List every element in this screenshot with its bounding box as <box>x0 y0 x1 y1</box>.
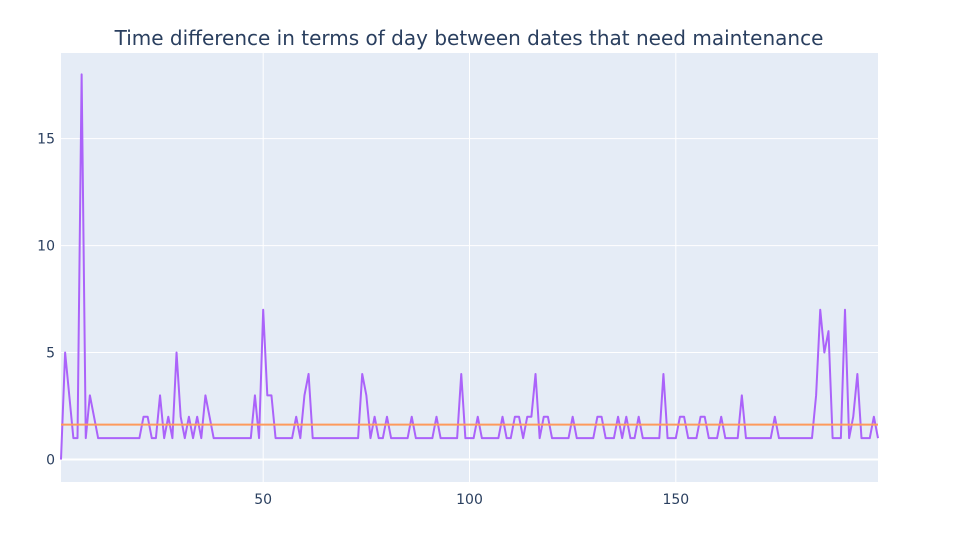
x-tick-label: 50 <box>254 492 272 508</box>
y-tick-label: 15 <box>37 132 55 148</box>
tick-labels: 0 5 10 15 50 100 150 <box>37 132 689 508</box>
x-tick-label: 100 <box>456 492 483 508</box>
series-layer <box>60 73 879 460</box>
y-tick-label: 0 <box>46 453 55 469</box>
chart-title: Time difference in terms of day between … <box>114 26 824 50</box>
y-tick-label: 5 <box>46 346 55 362</box>
y-tick-label: 10 <box>37 239 55 255</box>
series-line-1 <box>60 73 879 460</box>
x-tick-label: 150 <box>662 492 689 508</box>
grid-lines <box>61 53 878 482</box>
